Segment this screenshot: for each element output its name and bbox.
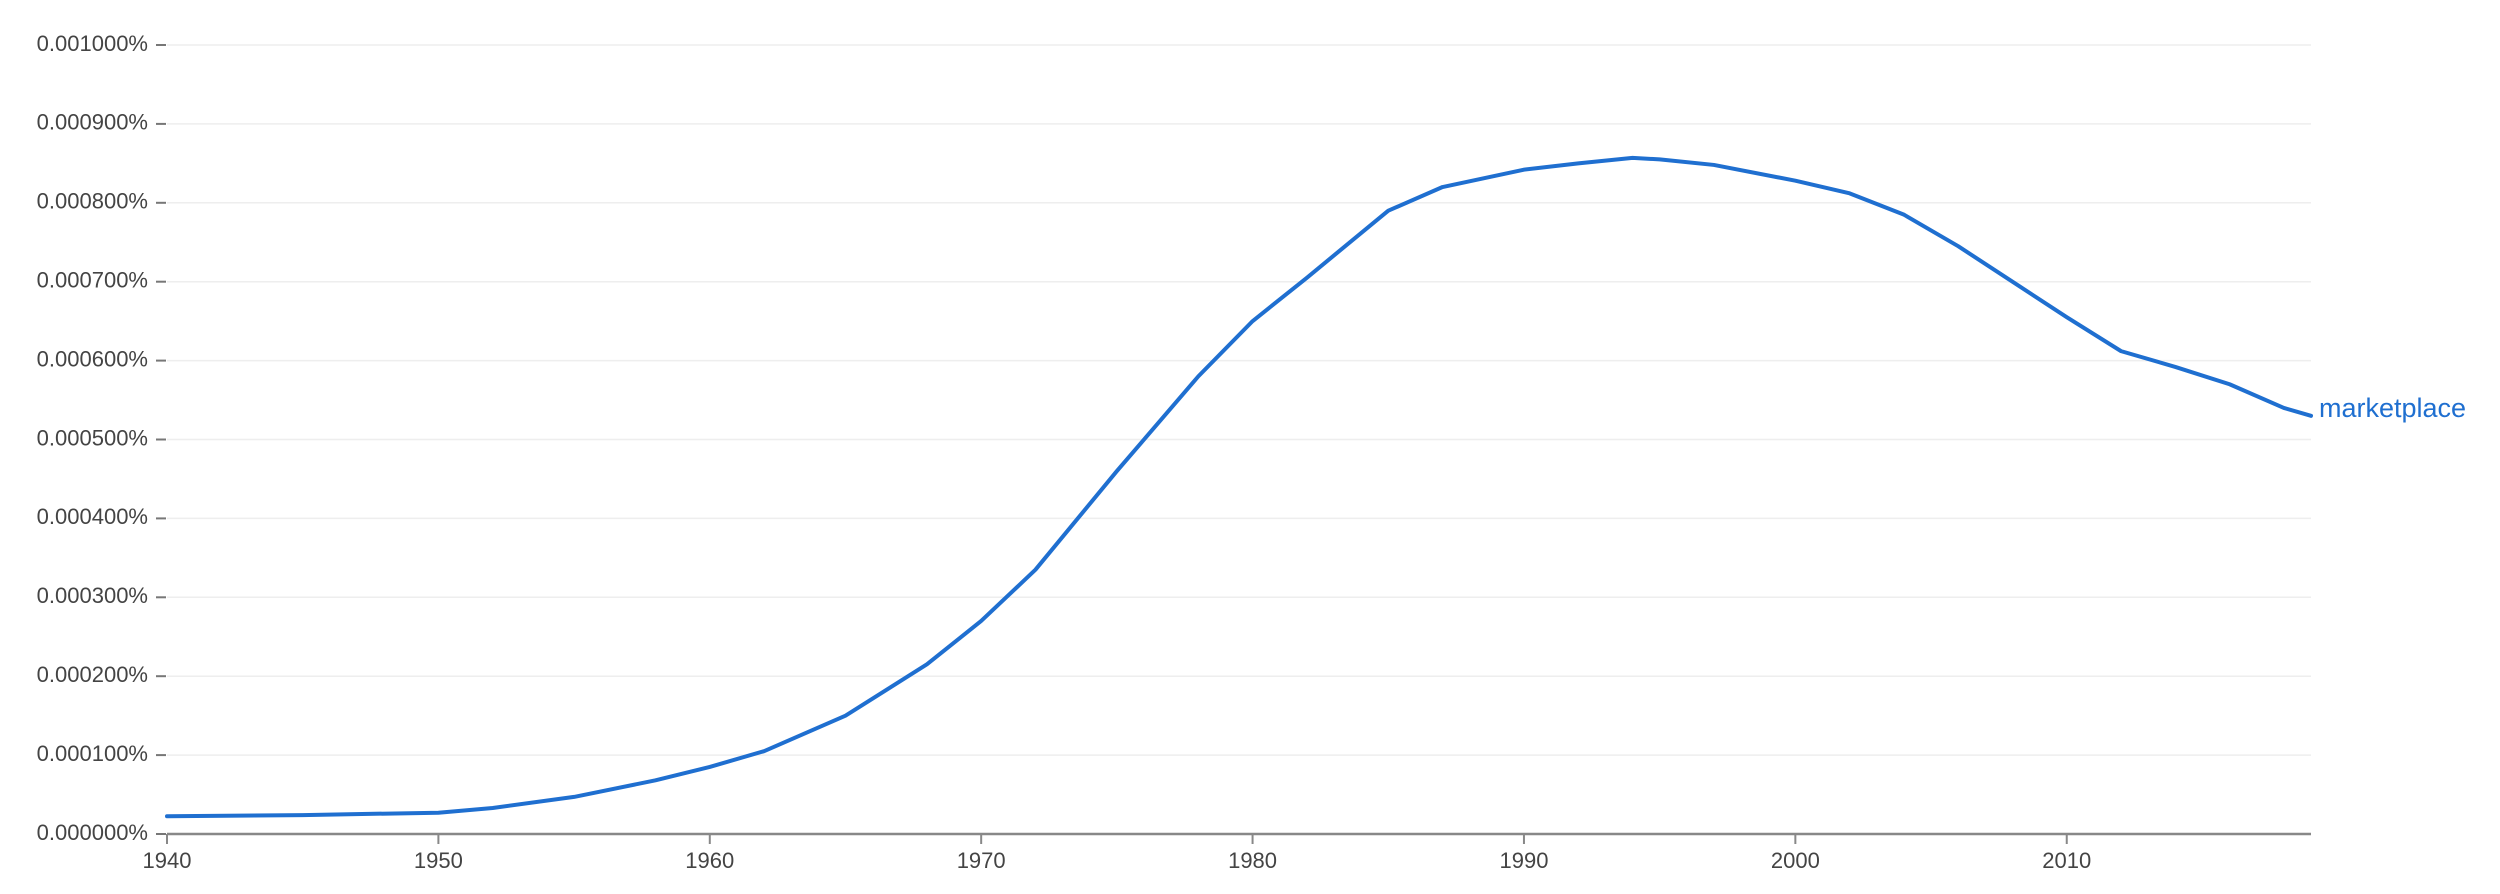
- x-tick-label: 2010: [2042, 848, 2091, 873]
- y-tick-label: 0.000300%: [37, 583, 148, 608]
- x-tick-label: 1980: [1228, 848, 1277, 873]
- y-tick-label: 0.000700%: [37, 268, 148, 293]
- y-tick-label: 0.001000%: [37, 31, 148, 56]
- y-tick-label: 0.000400%: [37, 504, 148, 529]
- y-tick-label: 0.000500%: [37, 425, 148, 450]
- x-tick-label: 1960: [685, 848, 734, 873]
- x-tick-label: 1950: [414, 848, 463, 873]
- y-tick-label: 0.000200%: [37, 662, 148, 687]
- y-tick-label: 0.000900%: [37, 110, 148, 135]
- y-tick-label: 0.000000%: [37, 820, 148, 845]
- y-tick-label: 0.000800%: [37, 189, 148, 214]
- x-tick-label: 2000: [1771, 848, 1820, 873]
- series-label: marketplace: [2319, 393, 2466, 423]
- series-line: [165, 155, 2313, 819]
- y-tick-label: 0.000100%: [37, 741, 148, 766]
- x-tick-label: 1990: [1499, 848, 1548, 873]
- x-tick-label: 1970: [957, 848, 1006, 873]
- y-tick-label: 0.000600%: [37, 346, 148, 371]
- x-tick-label: 1940: [143, 848, 192, 873]
